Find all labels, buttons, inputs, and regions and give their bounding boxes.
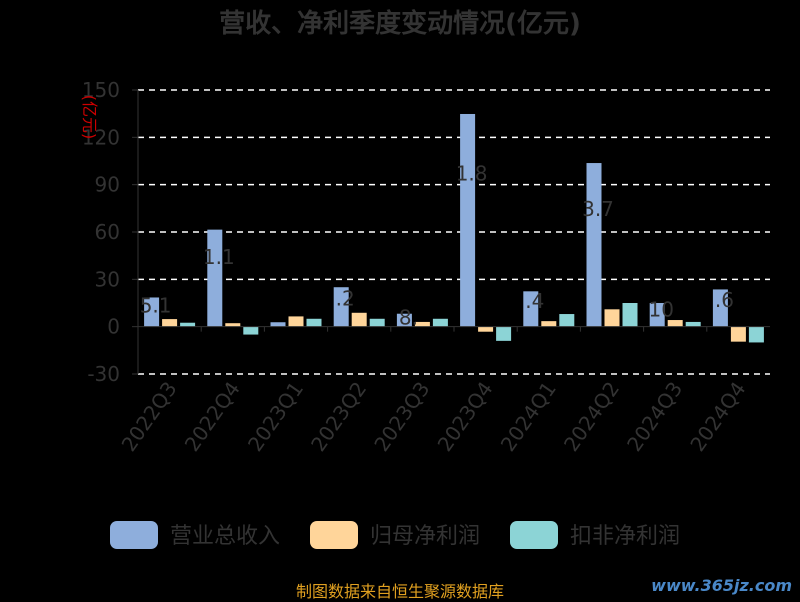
x-tick-label: 2022Q4	[180, 377, 245, 456]
data-label: .2	[336, 286, 355, 310]
bar	[478, 326, 494, 332]
bar	[523, 291, 539, 327]
legend: 营业总收入 归母净利润 扣非净利润	[110, 521, 680, 549]
y-tick-label: 120	[82, 125, 120, 149]
bar	[604, 309, 620, 327]
bar	[225, 323, 241, 327]
data-label: 8.	[399, 305, 418, 329]
bar	[432, 318, 448, 327]
bar	[207, 229, 223, 327]
data-labels: 5.1 1.1 .2 8. 1.8 .4 3.7 10 .6	[140, 162, 734, 330]
x-tick-label: 2024Q1	[496, 377, 561, 456]
x-tick-label: 2024Q3	[622, 377, 687, 456]
y-tick-label: 150	[82, 78, 120, 102]
bar	[649, 303, 665, 327]
x-tick-label: 2024Q2	[559, 377, 624, 456]
bar	[288, 316, 304, 327]
legend-swatch	[510, 521, 558, 549]
legend-label: 归母净利润	[370, 524, 480, 549]
y-tick-label: 30	[95, 267, 120, 291]
x-tick-label: 2022Q3	[117, 377, 182, 456]
data-label: 3.7	[582, 197, 614, 221]
data-label: 1.1	[203, 245, 235, 269]
bar	[369, 318, 385, 327]
bar	[622, 303, 638, 327]
legend-label: 营业总收入	[170, 524, 280, 549]
x-tick-label: 2023Q4	[433, 377, 498, 456]
data-label: .4	[525, 289, 544, 313]
x-axis: 2022Q32022Q42023Q12023Q22023Q32023Q42024…	[117, 326, 770, 456]
bar	[180, 322, 196, 327]
y-tick-label: 90	[95, 173, 120, 197]
x-tick-label: 2023Q3	[369, 377, 434, 456]
bar	[541, 321, 557, 327]
bar	[712, 289, 728, 327]
y-tick-label: 60	[95, 220, 120, 244]
x-tick-label: 2023Q1	[243, 377, 308, 456]
bar	[460, 113, 476, 327]
bar	[333, 287, 349, 327]
bar	[270, 322, 286, 327]
y-axis-label: (亿元)	[80, 95, 99, 140]
bar	[396, 313, 412, 327]
bar	[306, 318, 322, 327]
data-label: 1.8	[456, 162, 488, 186]
bar	[351, 312, 367, 327]
bars	[144, 113, 764, 343]
data-label: 5.1	[140, 294, 172, 318]
legend-swatch	[310, 521, 358, 549]
bar	[586, 163, 602, 327]
y-tick-label: 0	[107, 315, 120, 339]
bar	[144, 297, 160, 327]
y-tick-label: -30	[87, 362, 120, 386]
bar	[559, 314, 575, 327]
data-label: 10	[648, 298, 673, 322]
bar	[496, 326, 512, 341]
bar	[685, 321, 701, 327]
x-tick-label: 2023Q2	[306, 377, 371, 456]
bar	[748, 326, 764, 343]
x-tick-label: 2024Q4	[685, 377, 750, 456]
source-note: 制图数据来自恒生聚源数据库	[295, 582, 504, 601]
legend-swatch	[110, 521, 158, 549]
bar	[667, 320, 683, 327]
legend-label: 扣非净利润	[570, 524, 680, 549]
bar	[243, 326, 259, 335]
bar	[162, 319, 178, 327]
watermark: www.365jz.com	[651, 576, 792, 595]
bar	[730, 326, 746, 342]
bar	[414, 321, 430, 327]
data-label: .6	[715, 288, 734, 312]
y-axis: -30 0 30 60 90 120 150	[82, 78, 139, 386]
chart-title: 营收、净利季度变动情况(亿元)	[219, 8, 581, 39]
